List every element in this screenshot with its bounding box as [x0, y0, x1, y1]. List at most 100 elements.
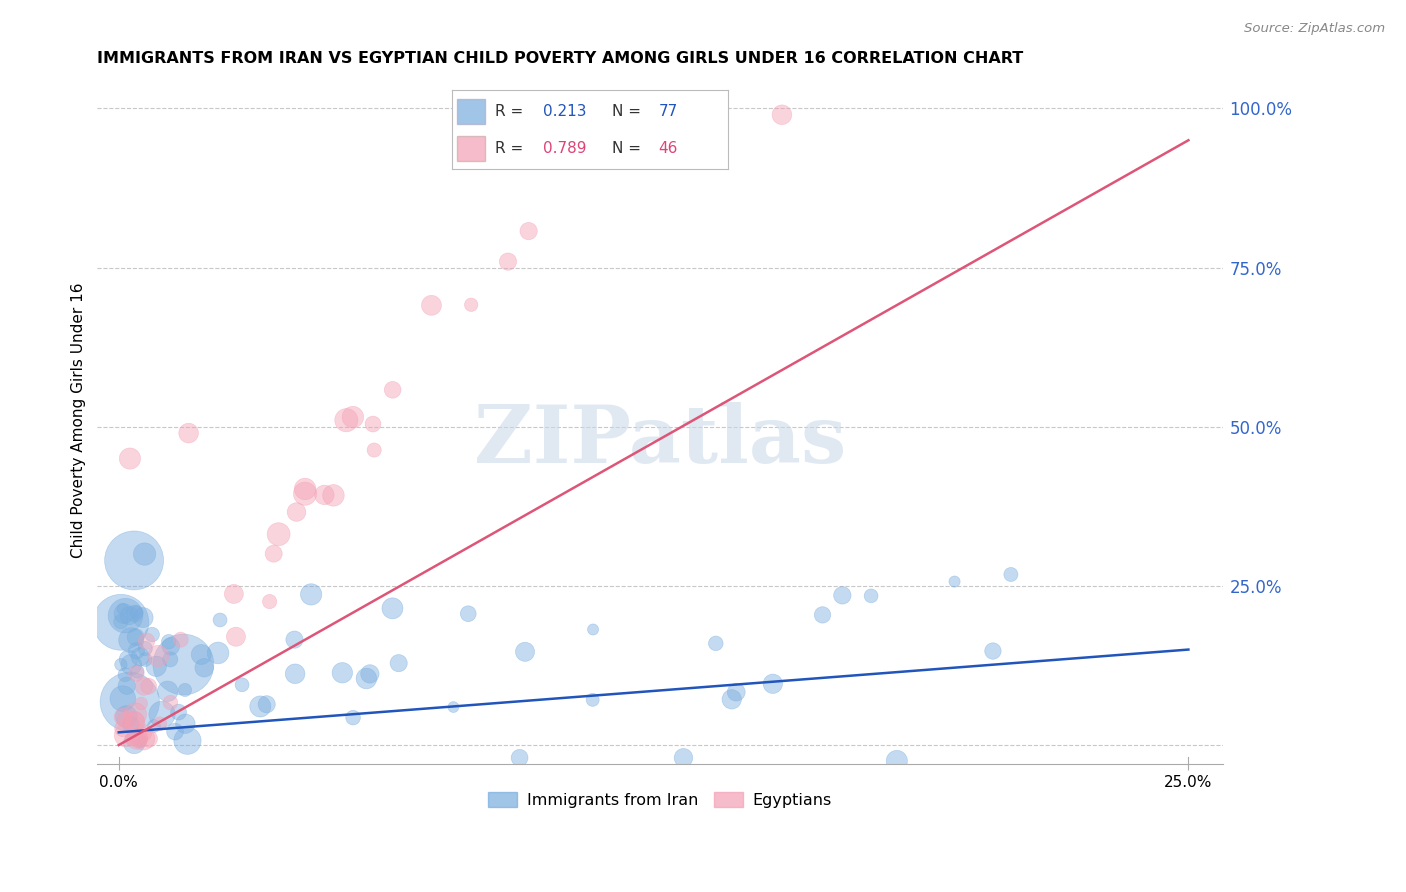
- Point: [125, 644, 148, 658]
- Point: [981, 644, 1004, 658]
- Point: [138, 731, 160, 746]
- Point: [263, 547, 285, 561]
- Point: [122, 553, 145, 567]
- Point: [177, 426, 200, 441]
- Point: [860, 589, 883, 603]
- Point: [121, 731, 143, 746]
- Point: [222, 587, 245, 601]
- Point: [141, 627, 163, 641]
- Point: [112, 607, 135, 621]
- Legend: Immigrants from Iran, Egyptians: Immigrants from Iran, Egyptians: [482, 786, 838, 814]
- Point: [135, 634, 157, 648]
- Point: [114, 608, 136, 623]
- Point: [571, 153, 593, 168]
- Point: [129, 734, 152, 748]
- Point: [129, 649, 152, 664]
- Point: [190, 648, 212, 662]
- Point: [110, 657, 132, 672]
- Point: [381, 601, 404, 615]
- Point: [128, 731, 150, 746]
- Point: [132, 725, 155, 739]
- Point: [143, 719, 166, 733]
- Point: [359, 667, 381, 681]
- Point: [118, 451, 141, 466]
- Point: [361, 417, 384, 431]
- Point: [114, 713, 136, 727]
- Point: [176, 733, 198, 747]
- Point: [149, 716, 172, 731]
- Point: [342, 410, 364, 425]
- Point: [134, 652, 156, 666]
- Point: [335, 413, 357, 427]
- Y-axis label: Child Poverty Among Girls Under 16: Child Poverty Among Girls Under 16: [72, 283, 86, 558]
- Point: [285, 505, 308, 519]
- Point: [294, 482, 316, 496]
- Point: [127, 731, 149, 746]
- Text: ZIPatlas: ZIPatlas: [474, 402, 846, 480]
- Point: [342, 711, 364, 725]
- Point: [256, 698, 278, 712]
- Point: [720, 692, 742, 706]
- Point: [148, 648, 170, 663]
- Point: [441, 700, 464, 714]
- Point: [381, 383, 404, 397]
- Point: [120, 718, 142, 732]
- Point: [120, 657, 142, 672]
- Point: [831, 588, 853, 602]
- Point: [207, 646, 229, 660]
- Point: [704, 636, 727, 650]
- Point: [110, 615, 132, 629]
- Point: [174, 682, 197, 697]
- Point: [111, 602, 134, 616]
- Point: [114, 728, 136, 742]
- Point: [132, 731, 155, 746]
- Point: [157, 634, 180, 648]
- Point: [811, 607, 834, 622]
- Point: [496, 254, 519, 268]
- Point: [886, 754, 908, 768]
- Point: [150, 707, 173, 722]
- Point: [114, 668, 136, 682]
- Point: [420, 298, 443, 312]
- Point: [125, 731, 148, 746]
- Point: [509, 751, 531, 765]
- Point: [134, 641, 156, 656]
- Point: [582, 623, 605, 637]
- Point: [299, 587, 322, 601]
- Point: [330, 665, 353, 680]
- Point: [124, 607, 146, 621]
- Point: [156, 684, 179, 698]
- Point: [124, 714, 146, 729]
- Point: [582, 693, 605, 707]
- Point: [125, 630, 148, 644]
- Point: [672, 751, 695, 765]
- Point: [111, 691, 134, 706]
- Point: [249, 699, 271, 714]
- Point: [159, 640, 181, 654]
- Point: [125, 666, 148, 681]
- Point: [129, 697, 152, 711]
- Point: [120, 633, 142, 648]
- Point: [314, 488, 336, 502]
- Text: Source: ZipAtlas.com: Source: ZipAtlas.com: [1244, 22, 1385, 36]
- Point: [513, 645, 536, 659]
- Point: [167, 705, 190, 719]
- Point: [145, 659, 167, 673]
- Point: [138, 679, 160, 693]
- Point: [322, 488, 344, 502]
- Point: [165, 724, 187, 739]
- Point: [127, 665, 149, 679]
- Point: [111, 722, 134, 736]
- Point: [363, 443, 385, 458]
- Point: [193, 661, 215, 675]
- Point: [762, 677, 785, 691]
- Point: [267, 527, 290, 541]
- Point: [231, 678, 253, 692]
- Point: [517, 224, 540, 238]
- Point: [111, 710, 134, 724]
- Point: [117, 652, 139, 666]
- Point: [118, 608, 141, 623]
- Point: [259, 594, 281, 608]
- Point: [725, 685, 748, 699]
- Point: [770, 108, 793, 122]
